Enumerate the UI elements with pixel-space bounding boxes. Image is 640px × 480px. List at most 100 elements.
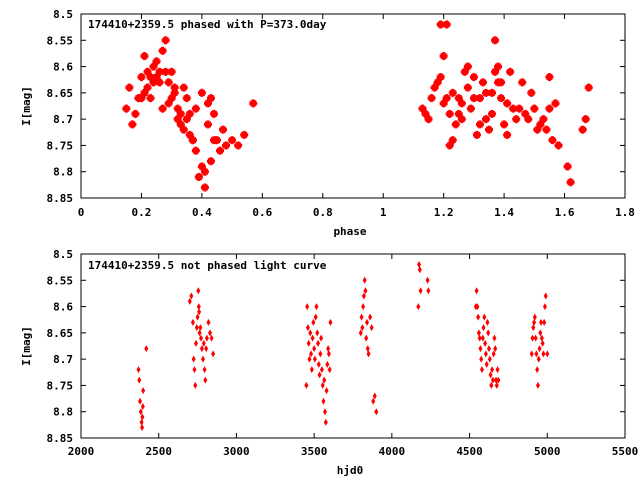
phased-data-point [533, 125, 542, 134]
unphased-data-point [482, 313, 487, 321]
unphased-data-point [425, 276, 430, 284]
unphased-data-point [486, 329, 491, 337]
phased-data-point [433, 78, 442, 87]
phased-data-point [203, 120, 212, 129]
phased-data-point [200, 167, 209, 176]
unphased-data-point [321, 397, 326, 405]
unphased-data-point [327, 366, 332, 374]
unphased-data-point [480, 334, 485, 342]
phased-x-tick-label: 0.8 [313, 206, 333, 219]
unphased-data-point [136, 366, 141, 374]
phased-data-point [173, 104, 182, 113]
phased-data-point [137, 73, 146, 82]
unphased-data-point [418, 287, 423, 295]
unphased-data-point [140, 402, 145, 410]
phased-data-point [584, 83, 593, 92]
unphased-data-point [308, 329, 313, 337]
unphased-data-point [209, 334, 214, 342]
unphased-data-point [312, 345, 317, 353]
phased-data-point [424, 115, 433, 124]
phased-y-tick-label: 8.85 [47, 192, 74, 205]
unphased-data-point [199, 345, 204, 353]
phased-x-tick-label: 1.8 [615, 206, 635, 219]
unphased-data-point [372, 392, 377, 400]
unphased-data-point [490, 366, 495, 374]
phased-data-point [185, 109, 194, 118]
phased-data-point [509, 104, 518, 113]
unphased-data-point [478, 345, 483, 353]
unphased-data-point [137, 376, 142, 384]
unphased-data-point [531, 324, 536, 332]
unphased-data-point [476, 329, 481, 337]
phased-data-point [430, 83, 439, 92]
phased-data-point [481, 115, 490, 124]
unphased-data-point [361, 303, 366, 311]
phased-data-point [152, 57, 161, 66]
unphased-data-point [202, 366, 207, 374]
unphased-data-point [312, 355, 317, 363]
unphased-data-point [311, 318, 316, 326]
phased-data-point [478, 78, 487, 87]
phased-y-tick-label: 8.65 [47, 87, 74, 100]
unphased-data-point [483, 350, 488, 358]
phased-data-point [140, 52, 149, 61]
unphased-y-tick-label: 8.55 [47, 274, 74, 287]
unphased-data-point [474, 287, 479, 295]
phased-data-point [524, 115, 533, 124]
phased-data-point [481, 88, 490, 97]
unphased-data-point [326, 345, 331, 353]
phased-data-point [140, 88, 149, 97]
unphased-data-point [211, 350, 216, 358]
phased-data-point [566, 178, 575, 187]
phased-x-tick-label: 1.6 [555, 206, 575, 219]
unphased-data-point [475, 303, 480, 311]
unphased-data-point [317, 371, 322, 379]
unphased-x-tick-label: 5000 [534, 445, 561, 458]
unphased-data-point [138, 408, 143, 416]
phased-data-point [578, 125, 587, 134]
phased-data-point [128, 120, 137, 129]
unphased-data-point [416, 303, 421, 311]
unphased-data-point [368, 313, 373, 321]
unphased-y-tick-label: 8.8 [53, 406, 73, 419]
phased-data-point [222, 141, 231, 150]
unphased-data-point [318, 350, 323, 358]
unphased-title: 174410+2359.5 not phased light curve [88, 259, 327, 272]
unphased-data-point [191, 355, 196, 363]
unphased-data-point [494, 381, 499, 389]
phased-panel: 0 0.2 0.4 0.6 0.8 1 1.2 1.4 1.6 1.8 8.5 8.55 8.6 8.65… [20, 8, 635, 238]
phased-data-point [503, 130, 512, 139]
phased-data-point [530, 104, 539, 113]
unphased-x-axis-label: hjd0 [337, 464, 364, 477]
unphased-data-point [530, 334, 535, 342]
phased-data-point [436, 73, 445, 82]
phased-data-point [512, 115, 521, 124]
phased-ticks: 0 0.2 0.4 0.6 0.8 1 1.2 1.4 1.6 1.8 8.5 8.55 8.6 8.65… [47, 8, 635, 219]
phased-data-point [463, 83, 472, 92]
phased-data-point [146, 73, 155, 82]
phased-data-point [219, 125, 228, 134]
phased-data-point [527, 88, 536, 97]
unphased-data-point [359, 313, 364, 321]
phased-data-point [466, 104, 475, 113]
phased-data-point [149, 78, 158, 87]
unphased-data-point [476, 313, 481, 321]
phased-data-point [518, 78, 527, 87]
unphased-data-point [208, 329, 213, 337]
unphased-data-point [198, 334, 203, 342]
phased-data-point [488, 88, 497, 97]
phased-data-point [197, 162, 206, 171]
unphased-data-point [307, 355, 312, 363]
unphased-data-point [196, 303, 201, 311]
phased-data-point [445, 109, 454, 118]
phased-data-point [155, 78, 164, 87]
phased-y-tick-label: 8.7 [53, 113, 73, 126]
phased-data-point [206, 157, 215, 166]
unphased-data-point [490, 376, 495, 384]
unphased-data-point [540, 339, 545, 347]
phased-data-point [427, 94, 436, 103]
unphased-y-tick-label: 8.85 [47, 432, 74, 445]
unphased-data-point [361, 292, 366, 300]
unphased-data-point [481, 324, 486, 332]
